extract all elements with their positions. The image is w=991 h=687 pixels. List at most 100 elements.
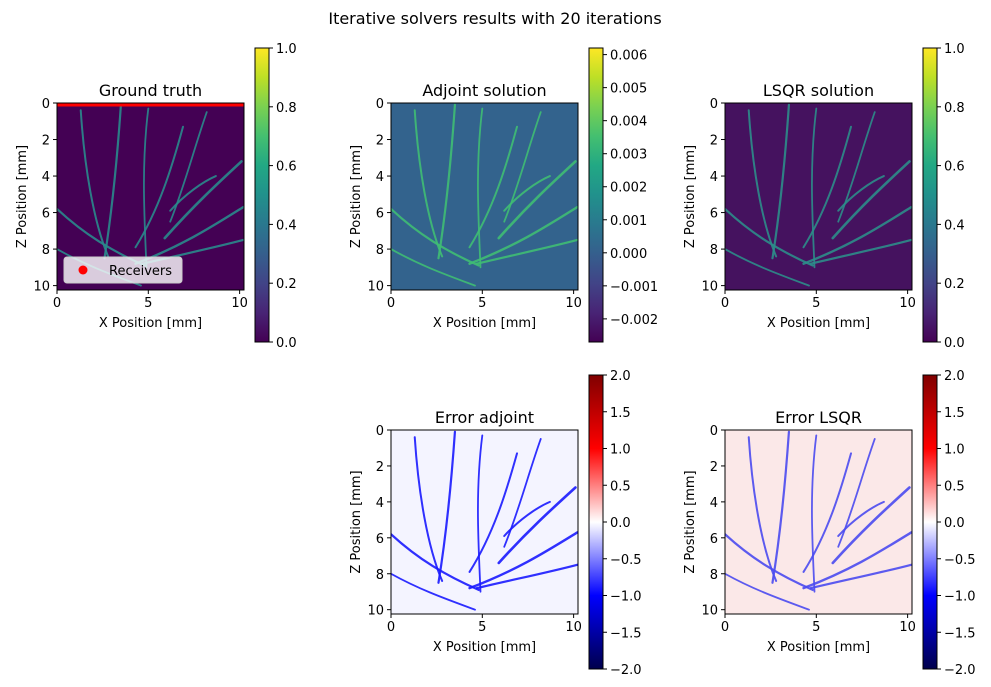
vessel-1 xyxy=(771,430,791,584)
x-tick-label: 0 xyxy=(387,620,395,635)
colorbar-tick-label: 0.8 xyxy=(276,101,297,116)
x-tick-label: 0 xyxy=(53,296,61,311)
colorbar-tick-label: 0.003 xyxy=(610,148,647,163)
panel-title: Error adjoint xyxy=(435,408,534,427)
vessel-5 xyxy=(837,438,876,548)
vessel-5 xyxy=(837,111,876,223)
vessel-11 xyxy=(503,500,551,538)
x-tick-label: 10 xyxy=(565,296,582,311)
vessel-11 xyxy=(169,175,217,212)
x-tick-label: 5 xyxy=(812,296,820,311)
vessel-3 xyxy=(811,434,818,593)
y-tick-label: 6 xyxy=(710,532,718,547)
vessel-3 xyxy=(811,107,818,269)
y-tick-label: 0 xyxy=(42,97,50,112)
colorbar-tick-label: 0.0 xyxy=(944,516,965,531)
colorbar-tick-label: −1.5 xyxy=(610,626,642,641)
x-tick-label: 5 xyxy=(144,296,152,311)
y-tick-label: 6 xyxy=(376,207,384,222)
x-axis-label: X Position [mm] xyxy=(99,316,202,331)
colorbar-tick-label: 0.002 xyxy=(610,181,647,196)
colorbar-gradient xyxy=(254,47,270,343)
colorbar-tick-label: 0.4 xyxy=(276,218,297,233)
vessel-6 xyxy=(497,160,577,240)
vessel-11 xyxy=(837,500,885,538)
colorbar-tick-label: 1.0 xyxy=(944,443,965,458)
vessel-7 xyxy=(468,205,578,265)
y-tick-label: 10 xyxy=(367,280,384,295)
vessel-6 xyxy=(831,486,911,565)
x-tick-label: 0 xyxy=(721,296,729,311)
vessel-3 xyxy=(477,107,484,269)
y-tick-label: 8 xyxy=(710,568,718,583)
x-tick-label: 10 xyxy=(231,296,248,311)
y-tick-label: 10 xyxy=(701,280,718,295)
y-tick-label: 8 xyxy=(376,568,384,583)
colorbar-tick-label: 0.0 xyxy=(610,516,631,531)
heatmap-vessels xyxy=(391,430,578,611)
vessel-9 xyxy=(725,207,814,267)
y-axis-label: Z Position [mm] xyxy=(683,145,698,248)
y-tick-label: 8 xyxy=(376,243,384,258)
vessel-5 xyxy=(503,438,542,548)
colorbar-tick-label: 0.000 xyxy=(610,247,647,262)
colorbar-gradient xyxy=(922,47,938,343)
vessel-8 xyxy=(809,563,912,590)
colorbar-tick-label: −2.0 xyxy=(610,663,642,678)
vessel-9 xyxy=(725,533,814,592)
colorbar-tick-label: 0.2 xyxy=(944,277,965,292)
axes-frame xyxy=(724,102,913,291)
colorbar-tick-label: 2.0 xyxy=(610,369,631,384)
x-axis-label: X Position [mm] xyxy=(433,316,536,331)
vessel-8 xyxy=(809,238,912,265)
x-tick-label: 5 xyxy=(478,296,486,311)
vessel-5 xyxy=(169,111,208,223)
vessel-1 xyxy=(437,103,457,260)
x-tick-label: 5 xyxy=(478,620,486,635)
colorbar-tick-label: 0.5 xyxy=(610,479,631,494)
colorbar-tick-label: 0.6 xyxy=(944,160,965,175)
colorbar-tick-label: 0.005 xyxy=(610,82,647,97)
colorbar-tick-label: −1.5 xyxy=(944,626,976,641)
y-tick-label: 4 xyxy=(376,170,384,185)
axes-frame xyxy=(56,102,245,291)
vessel-1 xyxy=(771,103,791,260)
y-axis-label: Z Position [mm] xyxy=(349,470,364,573)
colorbar-tick-label: 0.0 xyxy=(276,336,297,351)
colorbar-tick-label: 0.6 xyxy=(276,160,297,175)
heatmap-vessels xyxy=(391,103,578,287)
x-tick-label: 10 xyxy=(565,620,582,635)
x-tick-label: 0 xyxy=(721,620,729,635)
y-tick-label: 2 xyxy=(42,134,50,149)
vessel-6 xyxy=(831,160,911,240)
vessel-1 xyxy=(103,103,123,260)
y-tick-label: 4 xyxy=(376,496,384,511)
y-tick-label: 0 xyxy=(376,97,384,112)
axes-frame xyxy=(724,429,913,615)
x-tick-label: 5 xyxy=(812,620,820,635)
x-axis-label: X Position [mm] xyxy=(433,640,536,655)
x-axis-label: X Position [mm] xyxy=(767,316,870,331)
y-tick-label: 0 xyxy=(710,424,718,439)
vessel-7 xyxy=(802,205,912,265)
vessel-10 xyxy=(725,572,810,611)
y-tick-label: 0 xyxy=(710,97,718,112)
colorbar: 0.0 0.2 0.4 0.6 0.8 1.0 xyxy=(922,42,965,351)
vessel-4 xyxy=(468,125,519,249)
colorbar-tick-label: 0.5 xyxy=(944,479,965,494)
y-axis-label: Z Position [mm] xyxy=(683,470,698,573)
y-tick-label: 8 xyxy=(42,243,50,258)
legend: Receivers xyxy=(63,256,183,284)
colorbar: −0.002 −0.001 0.000 0.001 0.002 0.003 0.004 0.0… xyxy=(588,47,658,343)
colorbar-tick-label: −0.001 xyxy=(610,280,658,295)
colorbar-tick-label: 2.0 xyxy=(944,369,965,384)
heatmap-vessels xyxy=(725,430,912,611)
colorbar-gradient xyxy=(588,374,604,670)
vessel-10 xyxy=(725,248,810,287)
colorbar: −2.0 −1.5 −1.0 −0.5 0.0 0.5 1.0 1.5 2.0 xyxy=(588,369,642,678)
legend-label-receivers: Receivers xyxy=(109,264,172,279)
